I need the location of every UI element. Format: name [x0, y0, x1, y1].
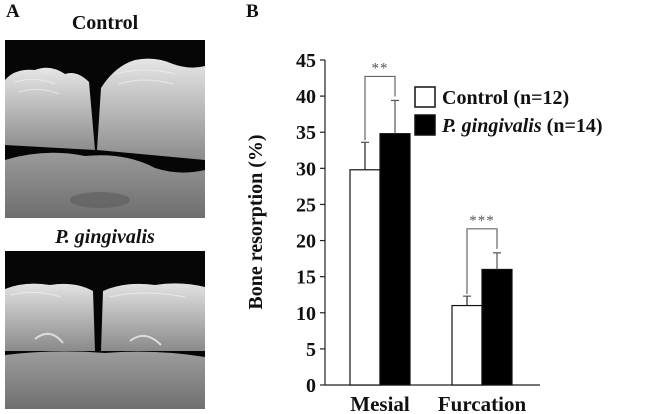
x-category-label-furcation: Furcation: [438, 392, 527, 414]
p-gingivalis-micro-ct-image: [5, 251, 205, 409]
bar-p-gingivalis-mesial: [379, 133, 411, 386]
significance-bracket-furcation: [466, 228, 498, 295]
legend-label-p-gingivalis: P. gingivalis (n=14): [441, 115, 603, 137]
x-category-label-mesial: Mesial: [350, 392, 410, 414]
legend-swatch-p-gingivalis: [414, 114, 436, 136]
y-tick-label-45: 45: [296, 50, 316, 72]
y-tick-label-40: 40: [296, 86, 316, 108]
significance-marker-mesial: **: [372, 60, 389, 76]
y-axis-label: Bone resorption (%): [245, 134, 267, 309]
legend-series-name-p-gingivalis: P. gingivalis: [441, 115, 542, 137]
legend-label-control: Control (n=12): [442, 87, 569, 109]
y-tick-label-30: 30: [296, 158, 316, 180]
panel-a-letter: A: [6, 1, 20, 22]
bar-p-gingivalis-furcation: [481, 268, 513, 386]
legend-series-count-control: (n=12): [508, 87, 569, 109]
legend-series-name-control: Control: [442, 87, 509, 109]
y-tick-label-20: 20: [296, 231, 316, 253]
y-tick-label-25: 25: [296, 194, 316, 216]
p-gingivalis-image-title: P. gingivalis: [55, 226, 155, 248]
panel-b-letter: B: [246, 1, 259, 22]
significance-bracket-mesial: [364, 75, 396, 141]
significance-marker-furcation: ***: [469, 213, 495, 229]
y-tick-label-35: 35: [296, 122, 316, 144]
legend-swatch-control: [414, 86, 436, 108]
y-tick-label-0: 0: [306, 375, 316, 397]
control-image-title: Control: [71, 12, 139, 34]
y-tick-label-5: 5: [306, 339, 316, 361]
y-tick-label-15: 15: [296, 267, 316, 289]
control-micro-ct-image: [5, 40, 205, 218]
bar-control-mesial: [349, 169, 381, 386]
bar-control-furcation: [451, 304, 483, 386]
legend-series-count-p-gingivalis: (n=14): [542, 115, 603, 137]
y-tick-label-10: 10: [296, 303, 316, 325]
